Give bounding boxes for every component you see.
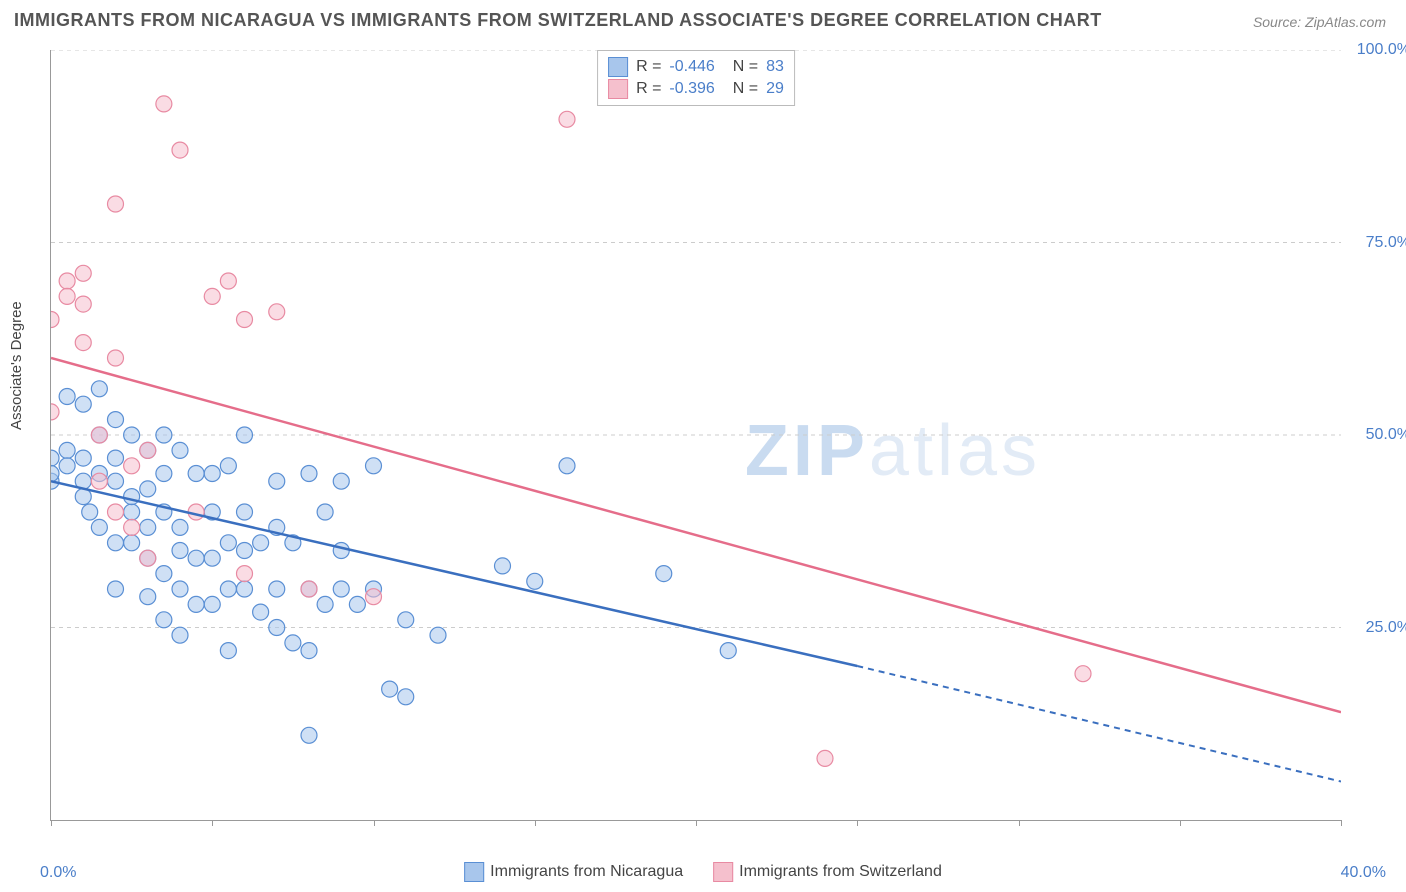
x-tick xyxy=(857,820,858,826)
x-tick xyxy=(1341,820,1342,826)
x-tick xyxy=(374,820,375,826)
legend-swatch-nicaragua xyxy=(608,57,628,77)
x-tick xyxy=(51,820,52,826)
n-label: N = xyxy=(733,58,758,76)
r-value-switzerland: -0.396 xyxy=(669,80,714,98)
chart-plot-area: ZIPatlas R = -0.446 N = 83 R = -0.396 N … xyxy=(50,50,1341,821)
source-attribution: Source: ZipAtlas.com xyxy=(1253,14,1386,30)
y-tick-label: 100.0% xyxy=(1351,41,1406,59)
x-tick xyxy=(1019,820,1020,826)
y-tick-label: 25.0% xyxy=(1351,619,1406,637)
x-tick xyxy=(212,820,213,826)
r-label: R = xyxy=(636,80,661,98)
legend-item-switzerland: Immigrants from Switzerland xyxy=(713,862,942,882)
legend-label-nicaragua: Immigrants from Nicaragua xyxy=(490,863,683,881)
y-tick-label: 75.0% xyxy=(1351,234,1406,252)
legend-swatch-nicaragua-icon xyxy=(464,862,484,882)
legend-row-switzerland: R = -0.396 N = 29 xyxy=(608,79,784,99)
x-tick xyxy=(1180,820,1181,826)
x-axis-min-label: 0.0% xyxy=(40,864,76,882)
n-value-switzerland: 29 xyxy=(766,80,784,98)
legend-swatch-switzerland-icon xyxy=(713,862,733,882)
r-label: R = xyxy=(636,58,661,76)
x-tick xyxy=(696,820,697,826)
y-axis-label: Associate's Degree xyxy=(8,301,25,430)
legend-item-nicaragua: Immigrants from Nicaragua xyxy=(464,862,683,882)
correlation-legend: R = -0.446 N = 83 R = -0.396 N = 29 xyxy=(597,50,795,106)
chart-title: IMMIGRANTS FROM NICARAGUA VS IMMIGRANTS … xyxy=(14,10,1102,31)
series-legend: Immigrants from Nicaragua Immigrants fro… xyxy=(464,862,942,882)
r-value-nicaragua: -0.446 xyxy=(669,58,714,76)
y-tick-label: 50.0% xyxy=(1351,426,1406,444)
n-label: N = xyxy=(733,80,758,98)
scatter-svg xyxy=(51,50,1341,820)
legend-swatch-switzerland xyxy=(608,79,628,99)
legend-row-nicaragua: R = -0.446 N = 83 xyxy=(608,57,784,77)
legend-label-switzerland: Immigrants from Switzerland xyxy=(739,863,942,881)
x-tick xyxy=(535,820,536,826)
x-axis-max-label: 40.0% xyxy=(1341,864,1386,882)
n-value-nicaragua: 83 xyxy=(766,58,784,76)
